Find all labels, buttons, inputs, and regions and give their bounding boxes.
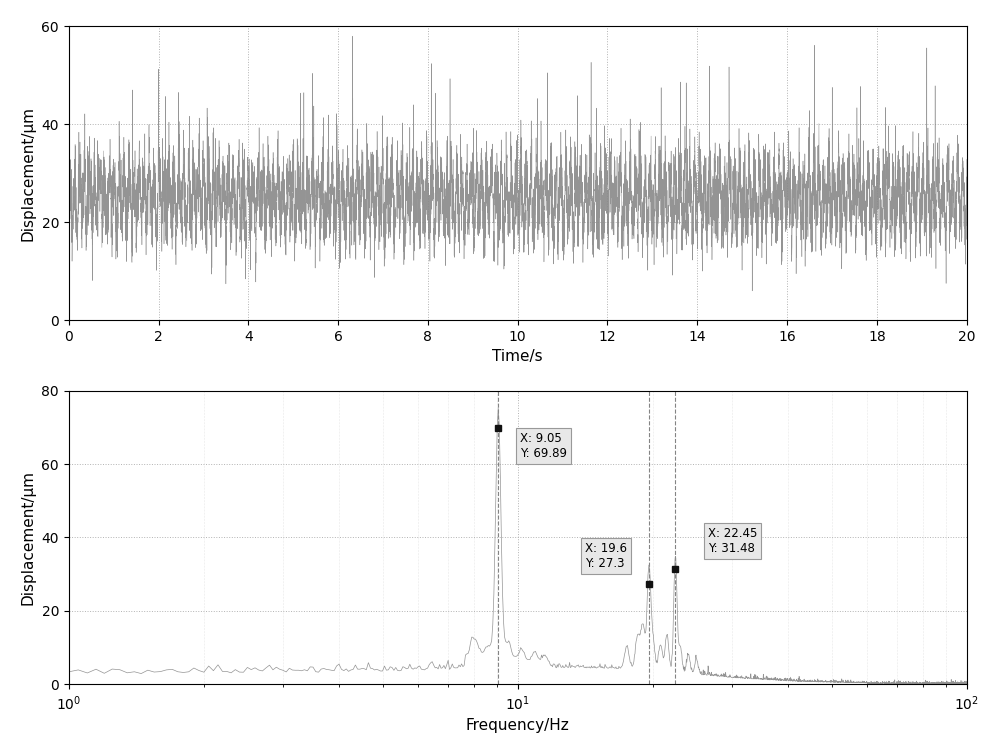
Text: X: 22.45
Y: 31.48: X: 22.45 Y: 31.48 bbox=[708, 527, 757, 555]
Y-axis label: Displacement/μm: Displacement/μm bbox=[21, 106, 36, 241]
X-axis label: Time/s: Time/s bbox=[492, 349, 543, 364]
Text: X: 9.05
Y: 69.89: X: 9.05 Y: 69.89 bbox=[520, 432, 567, 460]
Y-axis label: Displacement/μm: Displacement/μm bbox=[21, 470, 36, 605]
X-axis label: Frequency/Hz: Frequency/Hz bbox=[466, 718, 570, 733]
Text: X: 19.6
Y: 27.3: X: 19.6 Y: 27.3 bbox=[585, 542, 627, 570]
